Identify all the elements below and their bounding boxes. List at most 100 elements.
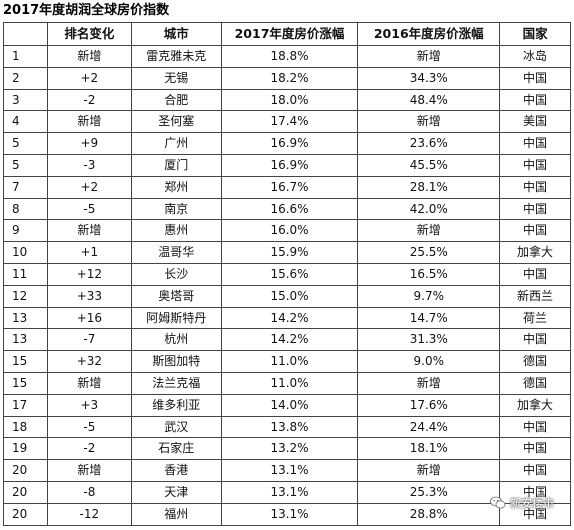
cell-country: 中国 [500,481,571,504]
cell-rank-change: -8 [47,481,132,504]
cell-2016-growth: 31.3% [358,329,501,352]
cell-country: 中国 [500,503,571,526]
cell-city: 福州 [131,503,222,526]
cell-2016-growth: 新增 [358,220,501,243]
cell-country: 中国 [500,89,571,112]
table-row: 15 新增 法兰克福 11.0% 新增 德国 [4,372,571,395]
table-row: 18 -5 武汉 13.8% 24.4% 中国 [4,416,571,439]
watermark: 新安楼市 [490,494,554,512]
cell-city: 斯图加特 [131,351,222,373]
cell-country: 加拿大 [500,394,571,417]
cell-2017-growth: 16.6% [221,198,359,221]
cell-country: 中国 [500,220,571,243]
cell-city: 石家庄 [131,438,222,461]
cell-country: 中国 [500,154,571,177]
cell-country: 中国 [500,176,571,199]
cell-rank-change: -2 [47,438,132,461]
cell-rank-change: +9 [47,133,132,155]
cell-rank: 13 [4,307,48,330]
header-city: 城市 [131,23,222,46]
cell-city: 阿姆斯特丹 [131,307,222,330]
cell-2017-growth: 13.1% [221,503,359,526]
cell-2017-growth: 14.2% [221,329,359,352]
cell-city: 惠州 [131,220,222,243]
cell-city: 杭州 [131,329,222,352]
cell-city: 天津 [131,481,222,504]
cell-city: 香港 [131,460,222,482]
cell-country: 中国 [500,438,571,461]
cell-2016-growth: 18.1% [358,438,501,461]
cell-rank-change: 新增 [47,111,132,134]
cell-rank: 20 [4,503,48,526]
wechat-icon [490,496,506,510]
table-row: 3 -2 合肥 18.0% 48.4% 中国 [4,89,571,112]
cell-rank: 1 [4,46,48,68]
cell-2016-growth: 新增 [358,460,501,482]
cell-rank: 7 [4,176,48,199]
cell-city: 武汉 [131,416,222,439]
cell-city: 郑州 [131,176,222,199]
cell-2016-growth: 28.1% [358,176,501,199]
cell-rank-change: -7 [47,329,132,352]
cell-2016-growth: 23.6% [358,133,501,155]
cell-country: 中国 [500,67,571,90]
table-row: 13 -7 杭州 14.2% 31.3% 中国 [4,329,571,352]
cell-rank: 13 [4,329,48,352]
cell-rank-change: +33 [47,285,132,308]
cell-city: 奥塔哥 [131,285,222,308]
cell-city: 合肥 [131,89,222,112]
cell-city: 温哥华 [131,242,222,264]
cell-2017-growth: 15.6% [221,263,359,286]
cell-rank-change: +2 [47,67,132,90]
cell-2017-growth: 15.9% [221,242,359,264]
cell-2016-growth: 25.5% [358,242,501,264]
cell-2017-growth: 11.0% [221,351,359,373]
cell-rank-change: 新增 [47,460,132,482]
cell-2016-growth: 新增 [358,111,501,134]
cell-country: 中国 [500,133,571,155]
cell-rank-change: +16 [47,307,132,330]
cell-rank: 12 [4,285,48,308]
cell-city: 无锡 [131,67,222,90]
cell-rank: 5 [4,133,48,155]
cell-2017-growth: 15.0% [221,285,359,308]
cell-2017-growth: 18.8% [221,46,359,68]
header-rank-change: 排名变化 [47,23,132,46]
cell-rank: 15 [4,372,48,395]
table-row: 8 -5 南京 16.6% 42.0% 中国 [4,198,571,221]
cell-country: 中国 [500,460,571,482]
cell-2017-growth: 13.2% [221,438,359,461]
table-row: 19 -2 石家庄 13.2% 18.1% 中国 [4,438,571,461]
cell-rank-change: 新增 [47,372,132,395]
cell-rank-change: +32 [47,351,132,373]
table-row: 20 -12 福州 13.1% 28.8% 中国 [4,503,571,526]
cell-2017-growth: 16.7% [221,176,359,199]
table-row: 7 +2 郑州 16.7% 28.1% 中国 [4,176,571,199]
cell-2017-growth: 18.2% [221,67,359,90]
cell-2017-growth: 16.0% [221,220,359,243]
header-2017-growth: 2017年度房价涨幅 [221,23,359,46]
cell-country: 荷兰 [500,307,571,330]
cell-2016-growth: 16.5% [358,263,501,286]
cell-rank-change: +2 [47,176,132,199]
cell-city: 圣何塞 [131,111,222,134]
cell-rank-change: -12 [47,503,132,526]
cell-country: 中国 [500,198,571,221]
cell-city: 厦门 [131,154,222,177]
table-row: 17 +3 维多利亚 14.0% 17.6% 加拿大 [4,394,571,417]
cell-city: 南京 [131,198,222,221]
table-row: 20 -8 天津 13.1% 25.3% 中国 [4,481,571,504]
cell-rank-change: +1 [47,242,132,264]
cell-rank: 2 [4,67,48,90]
cell-2017-growth: 18.0% [221,89,359,112]
cell-rank: 19 [4,438,48,461]
cell-2016-growth: 25.3% [358,481,501,504]
cell-rank: 3 [4,89,48,112]
page-title: 2017年度胡润全球房价指数 [3,3,170,18]
header-2016-growth: 2016年度房价涨幅 [358,23,501,46]
table-row: 10 +1 温哥华 15.9% 25.5% 加拿大 [4,242,571,264]
cell-rank-change: -5 [47,416,132,439]
cell-2016-growth: 28.8% [358,503,501,526]
table-row: 13 +16 阿姆斯特丹 14.2% 14.7% 荷兰 [4,307,571,330]
cell-rank-change: -2 [47,89,132,112]
